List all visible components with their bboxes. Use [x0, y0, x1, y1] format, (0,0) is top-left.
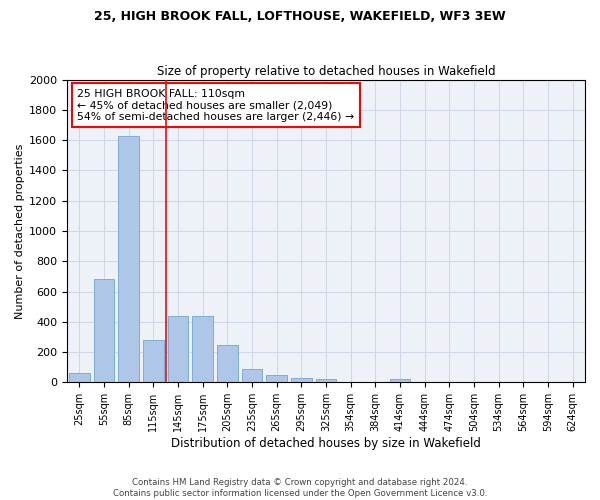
Bar — [143, 340, 164, 382]
Bar — [242, 368, 262, 382]
X-axis label: Distribution of detached houses by size in Wakefield: Distribution of detached houses by size … — [171, 437, 481, 450]
Title: Size of property relative to detached houses in Wakefield: Size of property relative to detached ho… — [157, 66, 496, 78]
Bar — [118, 136, 139, 382]
Bar — [192, 316, 213, 382]
Bar — [69, 372, 90, 382]
Bar — [94, 280, 115, 382]
Text: 25 HIGH BROOK FALL: 110sqm
← 45% of detached houses are smaller (2,049)
54% of s: 25 HIGH BROOK FALL: 110sqm ← 45% of deta… — [77, 88, 355, 122]
Bar — [217, 344, 238, 383]
Y-axis label: Number of detached properties: Number of detached properties — [15, 144, 25, 318]
Bar — [291, 378, 312, 382]
Text: 25, HIGH BROOK FALL, LOFTHOUSE, WAKEFIELD, WF3 3EW: 25, HIGH BROOK FALL, LOFTHOUSE, WAKEFIEL… — [94, 10, 506, 23]
Bar — [167, 316, 188, 382]
Bar — [266, 375, 287, 382]
Bar — [316, 380, 337, 382]
Text: Contains HM Land Registry data © Crown copyright and database right 2024.
Contai: Contains HM Land Registry data © Crown c… — [113, 478, 487, 498]
Bar — [389, 380, 410, 382]
